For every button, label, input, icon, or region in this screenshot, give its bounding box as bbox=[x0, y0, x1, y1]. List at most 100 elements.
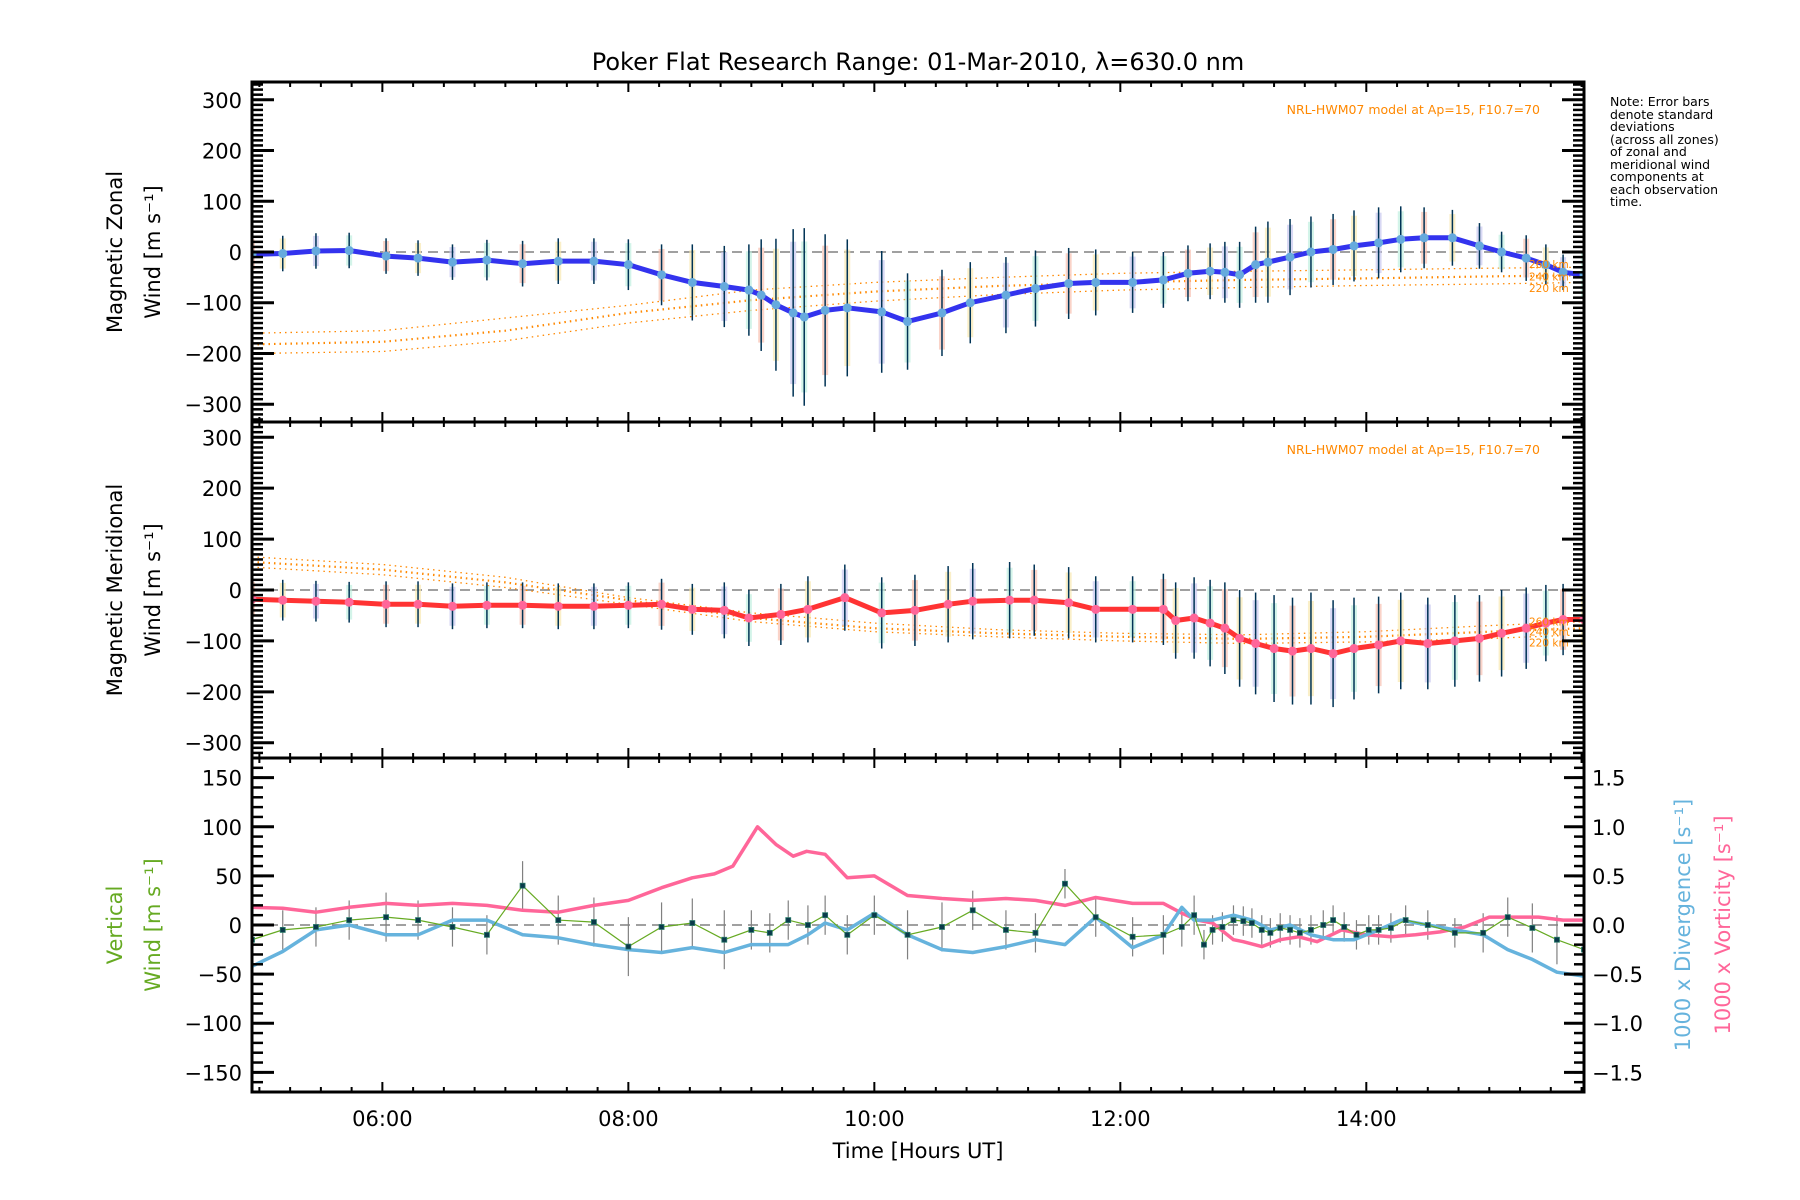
data-point bbox=[519, 882, 526, 889]
x-tick-label: 08:00 bbox=[598, 1107, 659, 1131]
data-point bbox=[1374, 640, 1384, 650]
data-point bbox=[1328, 244, 1338, 254]
data-point bbox=[1064, 598, 1074, 608]
data-point bbox=[1541, 618, 1551, 628]
data-point bbox=[1554, 936, 1560, 943]
data-point bbox=[719, 282, 729, 292]
data-point bbox=[799, 312, 809, 322]
data-point bbox=[1328, 649, 1338, 659]
data-point bbox=[687, 604, 697, 614]
data-point bbox=[766, 929, 773, 936]
altitude-label: 220 km bbox=[1529, 637, 1569, 649]
data-point bbox=[1396, 234, 1406, 244]
error-bar-note: Note: Error bars denote standard deviati… bbox=[1610, 94, 1719, 209]
data-point bbox=[555, 917, 562, 923]
data-point bbox=[1402, 917, 1409, 923]
zonal-wind-line bbox=[252, 235, 1584, 324]
y-axis-label: Vertical bbox=[103, 886, 127, 965]
data-point bbox=[1287, 927, 1293, 933]
data-point bbox=[1419, 233, 1429, 243]
data-point bbox=[1201, 941, 1207, 948]
plot-area-meridional bbox=[252, 556, 1584, 708]
altitude-label: 240 km bbox=[1529, 627, 1569, 639]
data-point bbox=[313, 924, 319, 930]
y-tick-label: 200 bbox=[202, 140, 242, 164]
altitude-label: 240 km bbox=[1529, 271, 1569, 283]
y-tick-label: 0 bbox=[229, 241, 242, 265]
data-point bbox=[903, 317, 913, 327]
data-point bbox=[1235, 270, 1245, 280]
data-point bbox=[822, 912, 829, 919]
right-tick-label: −0.5 bbox=[1592, 963, 1643, 987]
data-point bbox=[844, 931, 851, 938]
data-point bbox=[1091, 277, 1101, 287]
data-point bbox=[744, 285, 754, 295]
data-point bbox=[776, 609, 786, 619]
altitude-label: 260 km bbox=[1529, 617, 1569, 629]
x-tick-label: 06:00 bbox=[352, 1107, 413, 1131]
data-point bbox=[687, 277, 697, 287]
data-point bbox=[1521, 623, 1531, 633]
y-tick-label: −200 bbox=[184, 681, 242, 705]
data-point bbox=[1029, 595, 1039, 605]
data-point bbox=[658, 924, 665, 930]
y-tick-label: 0 bbox=[229, 914, 242, 938]
data-point bbox=[719, 605, 729, 615]
data-point bbox=[1474, 633, 1484, 643]
data-point bbox=[1330, 917, 1336, 923]
model-curve-260km bbox=[252, 556, 1584, 636]
data-point bbox=[1128, 604, 1138, 614]
data-point bbox=[1129, 933, 1136, 940]
data-point bbox=[1178, 924, 1185, 930]
data-point bbox=[1451, 929, 1458, 936]
y-tick-label: 200 bbox=[202, 477, 242, 501]
y-tick-label: 0 bbox=[229, 579, 242, 603]
data-point bbox=[1189, 613, 1199, 623]
data-point bbox=[1183, 268, 1193, 278]
data-point bbox=[413, 253, 423, 263]
y-tick-label: −300 bbox=[184, 732, 242, 756]
y-tick-label: 300 bbox=[202, 89, 242, 113]
model-label: NRL-HWM07 model at Ap=15, F10.7=70 bbox=[1287, 102, 1540, 117]
x-tick-label: 14:00 bbox=[1336, 1107, 1397, 1131]
y-axis-label: Magnetic Zonal bbox=[103, 171, 127, 333]
data-point bbox=[447, 601, 457, 611]
panel-vertical: 1.5 1.0 0.5 0.0 −0.5 −1.0 −1.5 1000 x Divergenc… bbox=[103, 756, 1735, 1094]
data-point bbox=[1209, 927, 1216, 933]
data-point bbox=[482, 255, 492, 265]
data-point bbox=[1220, 623, 1230, 633]
data-point bbox=[1349, 644, 1359, 654]
data-point bbox=[1288, 646, 1298, 656]
x-tick-label: 10:00 bbox=[844, 1107, 905, 1131]
data-point bbox=[381, 599, 391, 609]
altitude-label: 260 km bbox=[1529, 259, 1569, 271]
data-point bbox=[1320, 922, 1327, 928]
y-tick-label: −300 bbox=[184, 393, 242, 417]
data-point bbox=[1308, 927, 1314, 933]
data-point bbox=[1424, 922, 1431, 928]
data-point bbox=[381, 251, 391, 261]
y-tick-label: 300 bbox=[202, 426, 242, 450]
data-point bbox=[1128, 277, 1138, 287]
altitude-label: 220 km bbox=[1529, 283, 1569, 295]
y-tick-label: −100 bbox=[184, 292, 242, 316]
data-point bbox=[1474, 241, 1484, 251]
data-point bbox=[1269, 644, 1279, 654]
data-point bbox=[968, 596, 978, 606]
data-point bbox=[1158, 604, 1168, 614]
plot-area-vertical bbox=[252, 825, 1584, 978]
data-point bbox=[771, 300, 781, 310]
data-point bbox=[842, 303, 852, 313]
data-point bbox=[1529, 925, 1536, 931]
data-point bbox=[965, 298, 975, 308]
y-tick-label: 100 bbox=[202, 528, 242, 552]
data-point bbox=[1235, 633, 1245, 643]
data-point bbox=[877, 307, 887, 317]
y-axis-label: Wind [m s⁻¹] bbox=[141, 523, 165, 656]
data-point bbox=[1374, 238, 1384, 248]
y-tick-label: −200 bbox=[184, 342, 242, 366]
y-tick-label: 100 bbox=[202, 816, 242, 840]
panel-zonal: NRL-HWM07 model at Ap=15, F10.7=70 260 km… bbox=[103, 80, 1586, 424]
data-point bbox=[1158, 275, 1168, 285]
data-point bbox=[877, 608, 887, 618]
